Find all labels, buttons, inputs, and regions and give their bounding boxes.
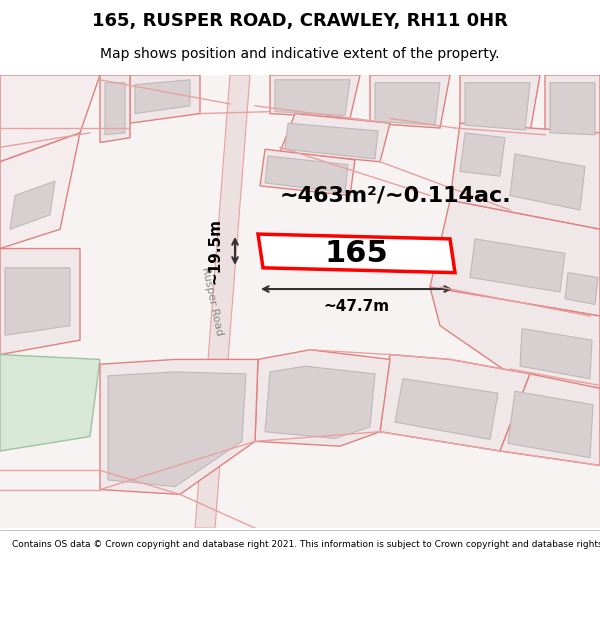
Polygon shape	[0, 249, 80, 354]
Text: 165, RUSPER ROAD, CRAWLEY, RH11 0HR: 165, RUSPER ROAD, CRAWLEY, RH11 0HR	[92, 12, 508, 30]
Polygon shape	[285, 123, 378, 159]
Polygon shape	[395, 379, 498, 439]
Polygon shape	[500, 374, 600, 466]
Polygon shape	[460, 133, 505, 176]
Polygon shape	[265, 366, 375, 439]
Text: ~47.7m: ~47.7m	[323, 299, 389, 314]
Polygon shape	[465, 82, 530, 130]
Polygon shape	[0, 75, 100, 162]
Polygon shape	[270, 75, 360, 118]
Polygon shape	[255, 350, 390, 446]
Polygon shape	[430, 287, 600, 388]
Polygon shape	[100, 359, 258, 494]
Polygon shape	[260, 149, 355, 196]
Text: Map shows position and indicative extent of the property.: Map shows position and indicative extent…	[100, 47, 500, 61]
Polygon shape	[100, 75, 130, 142]
Text: Contains OS data © Crown copyright and database right 2021. This information is : Contains OS data © Crown copyright and d…	[12, 540, 600, 549]
Polygon shape	[460, 75, 540, 133]
Polygon shape	[10, 181, 55, 229]
Polygon shape	[450, 123, 600, 229]
Polygon shape	[280, 114, 390, 162]
Polygon shape	[370, 75, 450, 128]
Text: ~463m²/~0.114ac.: ~463m²/~0.114ac.	[279, 186, 511, 206]
Text: Rusper Road: Rusper Road	[200, 266, 224, 337]
Polygon shape	[105, 82, 125, 135]
Polygon shape	[565, 272, 598, 304]
Polygon shape	[375, 82, 440, 125]
Polygon shape	[510, 154, 585, 210]
Polygon shape	[275, 80, 350, 116]
Polygon shape	[5, 268, 70, 335]
Polygon shape	[195, 75, 250, 528]
Polygon shape	[265, 156, 348, 192]
Text: 165: 165	[325, 239, 388, 268]
Polygon shape	[108, 372, 246, 487]
Polygon shape	[0, 133, 80, 249]
Polygon shape	[520, 329, 592, 379]
Polygon shape	[508, 391, 593, 458]
Polygon shape	[0, 354, 100, 451]
Polygon shape	[550, 82, 595, 135]
Polygon shape	[430, 201, 600, 316]
Polygon shape	[545, 75, 600, 138]
Polygon shape	[380, 354, 530, 451]
Polygon shape	[470, 239, 565, 292]
Polygon shape	[135, 80, 190, 114]
Polygon shape	[258, 234, 455, 272]
Text: ~19.5m: ~19.5m	[208, 218, 223, 284]
Polygon shape	[130, 75, 200, 123]
